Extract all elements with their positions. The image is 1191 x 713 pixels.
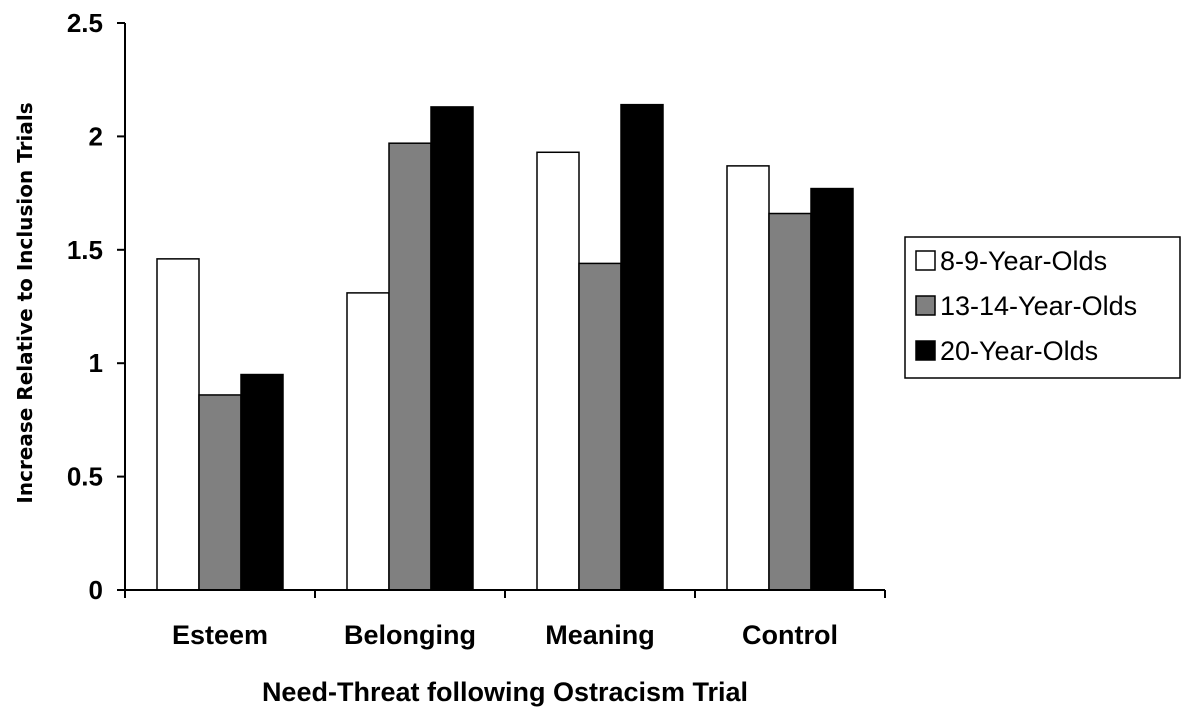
bar-esteem-1 [156,258,200,591]
legend-label: 13-14-Year-Olds [940,291,1137,321]
bar-esteem-2 [198,394,242,591]
y-tick-label: 2.5 [67,8,103,38]
x-ticks-group: Esteem Belonging Meaning Control [124,590,886,650]
y-tick-label: 2 [89,121,103,151]
legend-border [904,236,1181,379]
legend-swatch [915,250,936,271]
legend-items: 8-9-Year-Olds 13-14-Year-Olds 20-Year-Olds [915,246,1137,366]
x-axis-title: Need-Threat following Ostracism Trial [262,677,748,707]
x-category-label: Belonging [344,620,476,650]
legend-swatch [915,295,936,316]
bars-group [156,103,854,591]
legend-label: 20-Year-Olds [940,336,1098,366]
y-tick-label: 1.5 [67,235,103,265]
legend: 8-9-Year-Olds 13-14-Year-Olds 20-Year-Olds [904,236,1181,379]
bar-meaning-1 [536,151,580,591]
legend-label: 8-9-Year-Olds [940,246,1107,276]
bar-esteem-3 [240,373,284,591]
bar-belonging-2 [388,142,432,591]
bar-meaning-2 [578,262,622,591]
y-tick-label: 0.5 [67,462,103,492]
bar-belonging-3 [430,106,474,591]
x-category-label: Control [742,620,838,650]
y-tick-label: 1 [89,348,103,378]
legend-swatch [915,340,936,361]
bar-control-3 [810,187,854,591]
bar-meaning-3 [620,103,664,591]
bar-control-1 [726,165,770,591]
bar-control-2 [768,212,812,591]
y-ticks-group: 0 0.5 1 1.5 2 2.5 [67,8,125,605]
x-category-label: Esteem [172,620,268,650]
y-tick-label: 0 [89,575,103,605]
y-axis-title: Increase Relative to Inclusion Trials [13,102,37,503]
bar-belonging-1 [346,292,390,591]
x-category-label: Meaning [545,620,655,650]
